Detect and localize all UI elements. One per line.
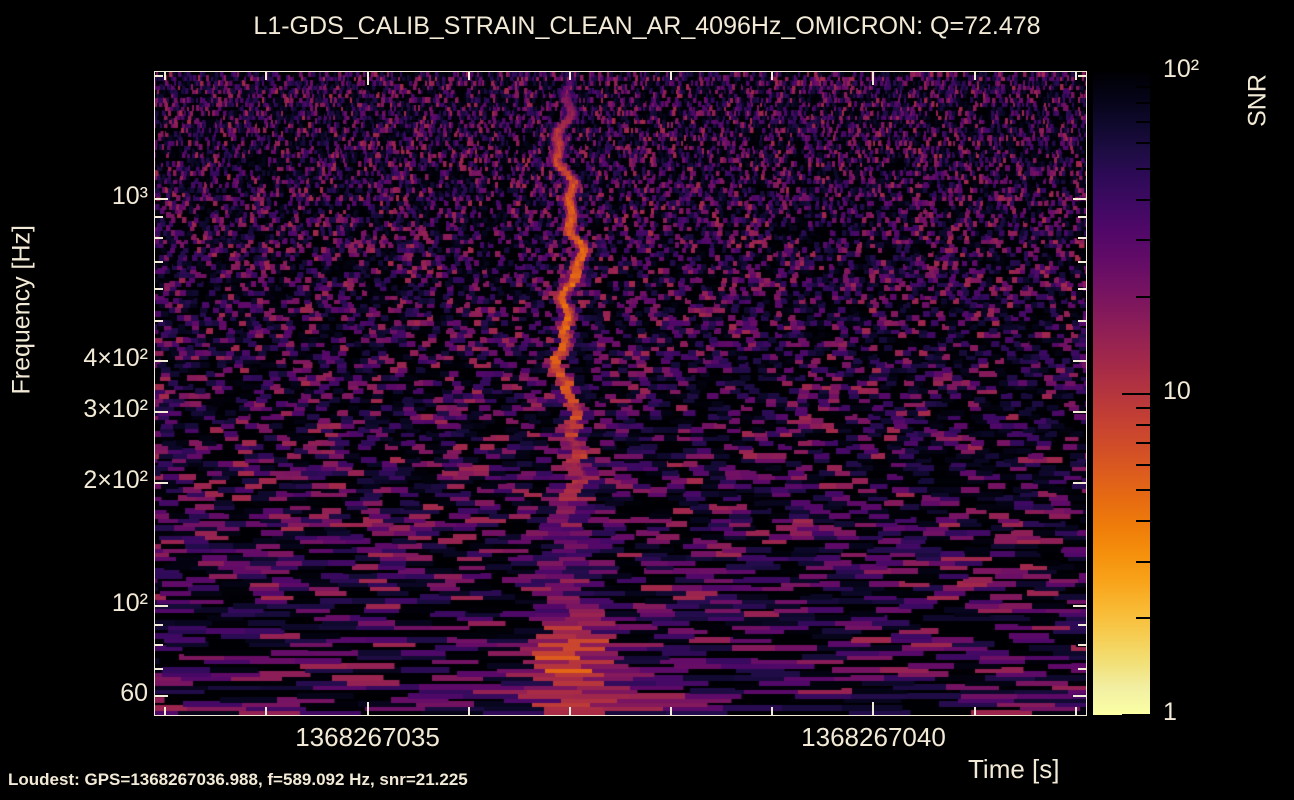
y-axis-minor-tick: [155, 237, 163, 240]
x-axis-tick-top: [265, 72, 268, 80]
y-axis-minor-tick-right: [1078, 644, 1086, 647]
x-axis-minor-tick: [467, 707, 470, 715]
y-axis-tick-right: [1073, 605, 1086, 608]
y-axis-tick-label: 4×10²: [83, 343, 148, 372]
colorbar-minor-tick: [1136, 442, 1150, 445]
y-axis-tick: [155, 410, 168, 413]
spectrogram-canvas: [155, 72, 1086, 715]
x-axis-minor-tick: [670, 707, 673, 715]
x-axis-tick-top: [568, 72, 571, 80]
y-axis-minor-tick: [155, 668, 163, 671]
y-axis-minor-tick-right: [1078, 75, 1086, 78]
y-axis-minor-tick-right: [1078, 668, 1086, 671]
y-axis-minor-tick-right: [1078, 260, 1086, 263]
x-axis-tick-top: [366, 72, 369, 85]
colorbar-tick: [1122, 714, 1150, 716]
x-axis-minor-tick: [164, 707, 167, 715]
colorbar-minor-tick: [1136, 239, 1150, 242]
x-axis-tick-label: 1368267035: [295, 722, 440, 752]
y-axis-minor-tick-right: [1078, 288, 1086, 291]
colorbar-minor-tick: [1136, 617, 1150, 620]
y-axis-minor-tick: [155, 216, 163, 219]
y-axis-tick-right: [1073, 410, 1086, 413]
y-axis-minor-tick: [155, 75, 163, 78]
colorbar-minor-tick: [1136, 520, 1150, 523]
y-axis-minor-tick-right: [1078, 216, 1086, 219]
y-axis-tick: [155, 605, 168, 608]
x-axis-tick-top: [670, 72, 673, 80]
y-axis-minor-tick: [155, 260, 163, 263]
y-axis-tick-right: [1073, 359, 1086, 362]
y-axis-minor-tick-right: [1078, 237, 1086, 240]
y-axis-tick-label: 60: [120, 679, 148, 708]
colorbar-minor-tick: [1136, 407, 1150, 410]
y-axis-title: Frequency [Hz]: [7, 224, 36, 395]
y-axis-tick-right: [1073, 482, 1086, 485]
colorbar-tick: [1122, 71, 1150, 73]
y-axis-minor-tick-right: [1078, 320, 1086, 323]
colorbar-minor-tick: [1136, 463, 1150, 466]
colorbar-minor-tick: [1136, 142, 1150, 145]
x-axis-minor-tick: [771, 707, 774, 715]
x-axis-tick-top: [973, 72, 976, 80]
x-axis-tick: [366, 702, 369, 715]
x-axis-tick-top: [771, 72, 774, 80]
x-axis-tick-top: [872, 72, 875, 85]
y-axis-minor-tick: [155, 623, 163, 626]
colorbar-minor-tick: [1136, 423, 1150, 426]
colorbar-tick-label: 1: [1163, 698, 1177, 726]
y-axis-minor-tick: [155, 320, 163, 323]
y-axis-tick-label: 2×10²: [83, 466, 148, 495]
colorbar-title: SNR: [1243, 74, 1272, 127]
y-axis-tick: [155, 695, 168, 698]
x-axis-minor-tick: [973, 707, 976, 715]
x-axis-title: Time [s]: [968, 754, 1060, 784]
x-axis-tick-top: [467, 72, 470, 80]
figure-title: L1-GDS_CALIB_STRAIN_CLEAN_AR_4096Hz_OMIC…: [253, 12, 1041, 40]
x-axis-minor-tick: [1074, 707, 1077, 715]
y-axis-minor-tick: [155, 288, 163, 291]
y-axis-tick: [155, 359, 168, 362]
colorbar-minor-tick: [1136, 489, 1150, 492]
x-axis-tick-label: 1368267040: [801, 722, 946, 752]
y-axis-tick-label: 10³: [111, 181, 148, 210]
colorbar-tick: [1122, 392, 1150, 395]
colorbar-minor-tick: [1136, 85, 1150, 88]
colorbar-tick-label: 10²: [1163, 55, 1200, 83]
colorbar-minor-tick: [1136, 295, 1150, 298]
loudest-event-annotation: Loudest: GPS=1368267036.988, f=589.092 H…: [8, 770, 468, 789]
x-axis-tick-top: [1074, 72, 1077, 80]
y-axis-minor-tick-right: [1078, 623, 1086, 626]
y-axis-tick: [155, 197, 168, 200]
colorbar-minor-tick: [1136, 167, 1150, 170]
y-axis-tick-right: [1073, 695, 1086, 698]
colorbar-minor-tick: [1136, 120, 1150, 123]
x-axis-minor-tick: [265, 707, 268, 715]
y-axis-tick-label: 10²: [111, 589, 148, 618]
x-axis-minor-tick: [568, 707, 571, 715]
y-axis-tick-right: [1073, 197, 1086, 200]
x-axis-tick-top: [164, 72, 167, 80]
colorbar-minor-tick: [1136, 198, 1150, 201]
spectrogram-plot-area: [155, 72, 1086, 715]
colorbar-tick-label: 10: [1163, 376, 1191, 405]
colorbar-minor-tick: [1136, 102, 1150, 105]
x-axis-tick: [872, 702, 875, 715]
colorbar-minor-tick: [1136, 560, 1150, 563]
y-axis-tick-label: 3×10²: [83, 394, 148, 423]
y-axis-tick: [155, 482, 168, 485]
y-axis-minor-tick: [155, 644, 163, 647]
